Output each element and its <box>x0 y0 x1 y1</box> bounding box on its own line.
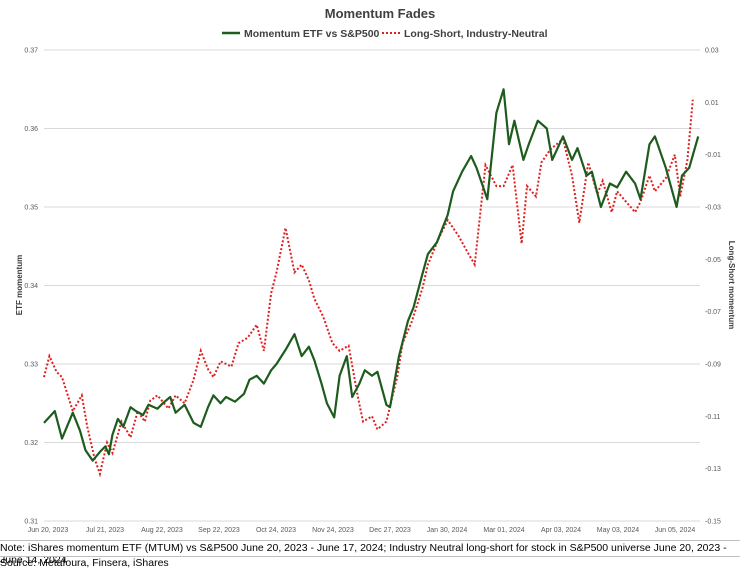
x-tick-label: Oct 24, 2023 <box>256 527 296 534</box>
x-tick-label: Apr 03, 2024 <box>541 527 581 534</box>
y-left-tick-label: 0.37 <box>24 48 38 55</box>
left-axis-title: ETF momentum <box>15 255 24 315</box>
right-axis-title: Long-Short momentum <box>727 241 736 329</box>
legend-label-longshort: Long-Short, Industry-Neutral <box>404 28 548 40</box>
y-left-tick-label: 0.36 <box>24 126 38 133</box>
gridlines <box>44 49 700 522</box>
y-right-tick-label: -0.03 <box>705 205 721 212</box>
y-left-tick-label: 0.34 <box>24 283 38 290</box>
series-line-longshort <box>43 99 694 478</box>
y-right-tick-label: -0.11 <box>705 414 721 421</box>
y-right-tick-label: 0.01 <box>705 100 719 107</box>
x-tick-label: May 03, 2024 <box>597 527 640 534</box>
y-right-tick-label: -0.01 <box>705 152 721 159</box>
footer-divider-2 <box>0 556 740 557</box>
y-right-tick-label: 0.03 <box>705 48 719 55</box>
y-left-tick-label: 0.32 <box>24 440 38 447</box>
series-line-etf <box>43 88 700 462</box>
footer-source: Source: Metafoura, Finsera, iShares <box>0 557 169 569</box>
x-tick-label: Jun 20, 2023 <box>28 527 69 534</box>
y-right-tick-label: -0.15 <box>705 519 721 526</box>
x-tick-label: Sep 22, 2023 <box>198 527 240 534</box>
x-tick-label: Jun 05, 2024 <box>655 527 696 534</box>
footer-divider <box>0 540 740 541</box>
right-axis-ticks: -0.15 -0.13 -0.11 -0.09 -0.07 -0.05 -0.03 -0.01… <box>705 48 721 526</box>
legend: Momentum ETF vs S&P500 Long-Short, Indus… <box>222 28 548 40</box>
y-right-tick-label: -0.13 <box>705 466 721 473</box>
x-tick-label: Jan 30, 2024 <box>427 527 468 534</box>
x-tick-label: Dec 27, 2023 <box>369 527 411 534</box>
y-right-tick-label: -0.05 <box>705 257 721 264</box>
x-tick-label: Jul 21, 2023 <box>86 527 124 534</box>
y-left-tick-label: 0.35 <box>24 205 38 212</box>
y-right-tick-label: -0.07 <box>705 309 721 316</box>
footer-note: Note: iShares momentum ETF (MTUM) vs S&P… <box>0 542 727 566</box>
chart-area: Momentum Fades Momentum ETF vs S&P500 Lo… <box>15 6 736 534</box>
chart-title: Momentum Fades <box>325 6 436 21</box>
legend-label-etf: Momentum ETF vs S&P500 <box>244 28 380 40</box>
x-tick-label: Nov 24, 2023 <box>312 527 354 534</box>
x-tick-label: Mar 01, 2024 <box>483 527 524 534</box>
left-axis-ticks: 0.31 0.32 0.33 0.34 0.35 0.36 0.37 <box>24 48 38 526</box>
y-left-tick-label: 0.31 <box>24 519 38 526</box>
y-right-tick-label: -0.09 <box>705 362 721 369</box>
y-left-tick-label: 0.33 <box>24 362 38 369</box>
x-tick-label: Aug 22, 2023 <box>141 527 183 534</box>
x-axis-ticks: Jun 20, 2023 Jul 21, 2023 Aug 22, 2023 Sep … <box>28 527 696 534</box>
